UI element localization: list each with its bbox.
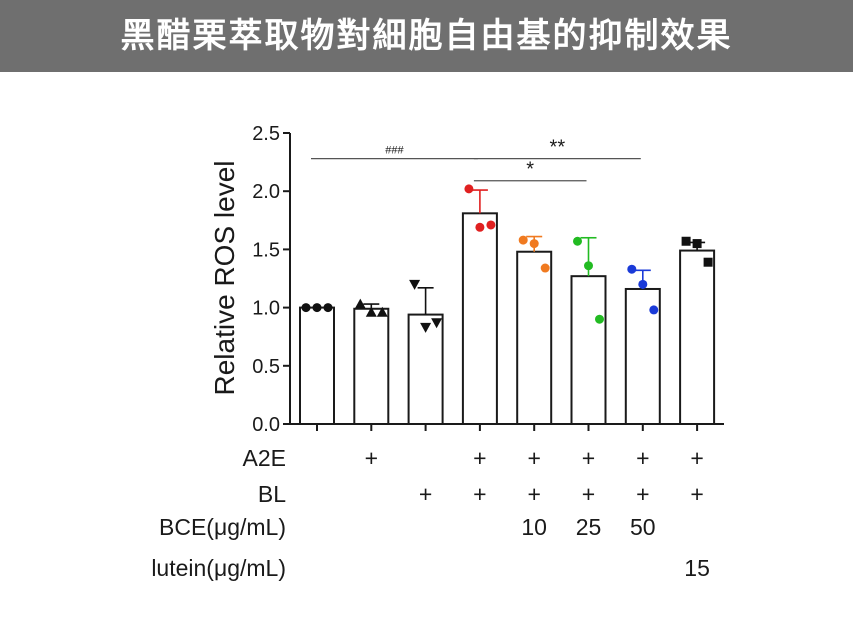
data-point [312, 303, 322, 313]
y-tick-label: 2.0 [252, 181, 280, 203]
data-point [627, 264, 637, 274]
data-point [638, 279, 648, 289]
data-point [692, 239, 702, 249]
data-point [518, 235, 528, 245]
banner-title: 黑醋栗萃取物對細胞自由基的抑制效果 [120, 16, 733, 56]
bar [353, 307, 390, 426]
condition-value: + [527, 481, 540, 507]
condition-row-label: A2E [243, 445, 286, 471]
data-point [540, 263, 550, 273]
y-tick-label: 1.0 [252, 298, 280, 320]
y-tick-label: 0.0 [252, 414, 280, 436]
data-point [464, 184, 474, 194]
condition-value: + [419, 481, 432, 507]
data-point [323, 303, 333, 313]
condition-value: + [690, 481, 703, 507]
data-point [649, 305, 659, 315]
data-point [529, 239, 539, 249]
data-point [486, 220, 496, 230]
y-axis-label: Relative ROS level [209, 161, 240, 396]
data-point [409, 279, 421, 290]
data-point [681, 236, 691, 246]
bar [570, 275, 607, 425]
condition-value: + [636, 445, 649, 471]
data-point [301, 303, 311, 313]
condition-value: + [365, 445, 378, 471]
data-point [420, 322, 432, 333]
data-point [365, 306, 377, 317]
chart-conditions: A2E + + + + + + BL + + + + + + BCE(μg/mL) 10 25 50 lutein(… [151, 445, 710, 581]
bar [461, 212, 498, 425]
condition-value: + [527, 445, 540, 471]
data-point [584, 261, 593, 271]
data-point [376, 306, 388, 317]
chart-points [301, 184, 713, 333]
condition-value: + [636, 481, 649, 507]
condition-value: + [582, 481, 595, 507]
condition-value: 50 [630, 514, 656, 540]
condition-row-label: lutein(μg/mL) [151, 555, 286, 581]
condition-value: 10 [521, 514, 547, 540]
y-tick-label: 1.5 [252, 239, 280, 261]
condition-row-label: BL [258, 481, 286, 507]
data-point [703, 257, 713, 267]
condition-value: 25 [576, 514, 602, 540]
y-tick-label: 2.5 [252, 123, 280, 145]
data-point [595, 314, 604, 324]
y-tick-label: 0.5 [252, 356, 280, 378]
significance-label: ### [385, 145, 404, 157]
condition-value: 15 [684, 555, 710, 581]
data-point [573, 236, 582, 246]
bar [299, 306, 335, 426]
significance-label: * [526, 159, 534, 181]
bar [679, 249, 716, 425]
condition-value: + [473, 445, 486, 471]
condition-value: + [582, 445, 595, 471]
data-point [354, 298, 366, 309]
condition-value: + [473, 481, 486, 507]
data-point [475, 222, 485, 232]
title-banner: 黑醋栗萃取物對細胞自由基的抑制效果 [0, 0, 853, 72]
chart-axes: 0.0 0.5 1.0 1.5 2.0 2.5 [252, 123, 724, 436]
bar [516, 250, 553, 425]
significance-label: ** [550, 137, 566, 159]
chart-significance: ### *** [311, 137, 641, 182]
condition-value: + [690, 445, 703, 471]
condition-row-label: BCE(μg/mL) [159, 514, 286, 540]
data-point [431, 318, 443, 329]
